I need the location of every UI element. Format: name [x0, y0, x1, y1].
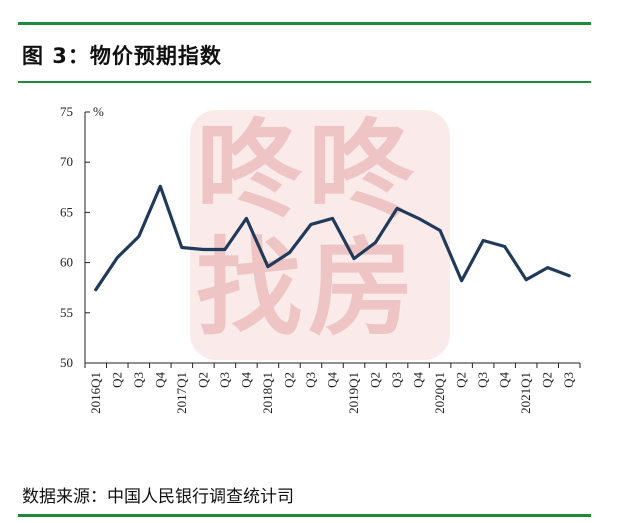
- data-source: 数据来源：中国人民银行调查统计司: [22, 487, 294, 507]
- y-tick-label: 60: [60, 255, 73, 270]
- x-tick-label: Q4: [411, 372, 426, 388]
- x-tick-label: Q3: [217, 372, 232, 388]
- top-rule: [18, 22, 591, 25]
- x-tick-label: Q2: [454, 372, 469, 388]
- x-tick-label: Q4: [152, 372, 167, 388]
- data-point: [503, 245, 506, 248]
- x-tick-label: Q2: [281, 372, 296, 388]
- y-tick-label: 55: [60, 305, 73, 320]
- data-point: [374, 241, 377, 244]
- data-point: [395, 207, 399, 210]
- series-line: [94, 184, 571, 292]
- x-tick-label: Q4: [497, 372, 512, 388]
- y-tick-label: 75: [60, 104, 73, 119]
- x-tick-label: Q2: [195, 372, 210, 388]
- data-point: [481, 239, 485, 242]
- x-tick-label: Q3: [389, 372, 404, 388]
- x-tick-label: Q2: [540, 372, 555, 388]
- data-point: [266, 265, 270, 268]
- data-point: [460, 279, 463, 282]
- y-tick-label: 70: [60, 154, 73, 169]
- x-tick-label: Q2: [368, 372, 383, 388]
- data-point: [159, 185, 162, 188]
- data-point: [352, 257, 356, 260]
- data-point: [309, 223, 313, 226]
- y-tick-label: 65: [60, 204, 73, 219]
- figure-title: 图 3：物价预期指数: [22, 44, 222, 68]
- title-rule: [18, 81, 591, 83]
- x-tick-label: 2021Q1: [518, 372, 533, 414]
- data-point: [524, 278, 528, 281]
- data-point: [94, 288, 97, 291]
- bottom-rule: [18, 514, 591, 517]
- data-point: [180, 246, 184, 249]
- data-point: [137, 235, 141, 238]
- x-tick-label: Q3: [131, 372, 146, 388]
- data-point: [245, 217, 248, 220]
- x-tick-label: 2019Q1: [346, 372, 361, 414]
- x-tick-label: Q2: [109, 372, 124, 388]
- data-point: [546, 266, 549, 269]
- x-tick-label: Q3: [303, 372, 318, 388]
- data-point: [438, 229, 442, 232]
- x-tick-label: 2017Q1: [174, 372, 189, 414]
- y-axis: 50 55 60 65 70 75%: [60, 104, 104, 370]
- x-tick-label: 2016Q1: [88, 372, 103, 414]
- data-point: [223, 248, 227, 251]
- data-point: [202, 248, 205, 251]
- x-tick-label: 2018Q1: [260, 372, 275, 414]
- x-tick-label: Q3: [561, 372, 576, 388]
- x-tick-label: Q4: [238, 372, 253, 388]
- data-point: [331, 217, 334, 220]
- y-unit-label: %: [93, 104, 104, 119]
- data-point: [288, 251, 291, 254]
- x-tick-label: Q4: [325, 372, 340, 388]
- data-point: [116, 256, 119, 259]
- data-point: [417, 217, 420, 220]
- series-layer: [94, 184, 571, 292]
- x-tick-label: Q3: [475, 372, 490, 388]
- y-tick-label: 50: [60, 355, 73, 370]
- data-point: [568, 274, 571, 277]
- x-axis: 2016Q1 Q2 Q3 Q4 2017Q1 Q2 Q3 Q4 2018Q1 Q2 Q3 Q4 2019…: [84, 362, 581, 414]
- watermark-logo: 咚咚找房: [196, 109, 420, 350]
- x-tick-label: 2020Q1: [432, 372, 447, 414]
